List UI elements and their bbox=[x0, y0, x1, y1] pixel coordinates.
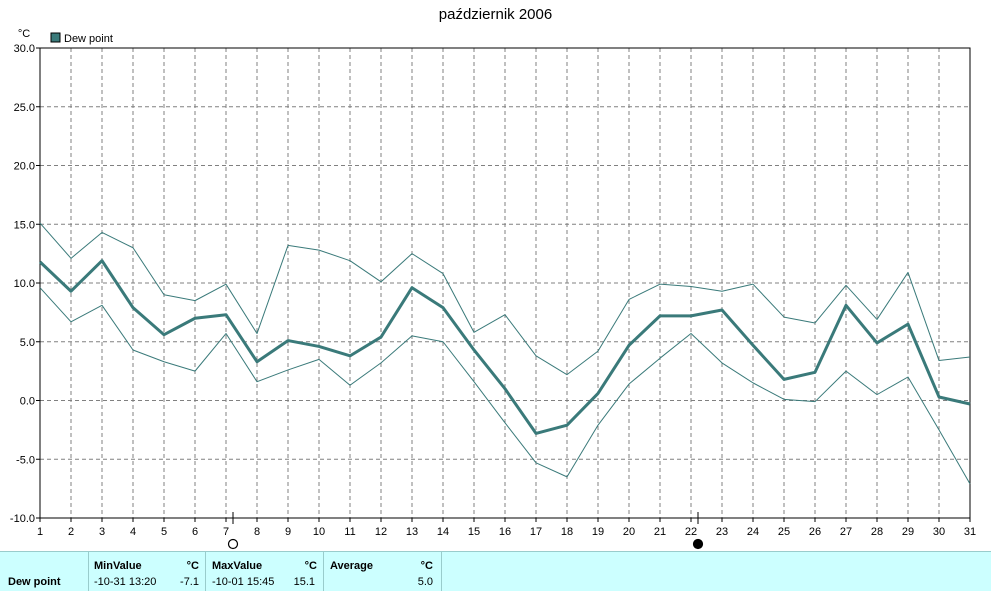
axes bbox=[36, 47, 971, 522]
x-tick-label: 8 bbox=[254, 526, 260, 538]
x-tick-label: 14 bbox=[437, 526, 449, 538]
x-tick-label: 21 bbox=[654, 526, 666, 538]
plot-frame bbox=[39, 47, 971, 519]
x-tick-label: 9 bbox=[285, 526, 291, 538]
series bbox=[38, 222, 971, 485]
stats-row-label: Dew point bbox=[8, 576, 61, 588]
x-tick-label: 6 bbox=[192, 526, 198, 538]
x-tick-label: 1 bbox=[37, 526, 43, 538]
x-tick-label: 4 bbox=[130, 526, 136, 538]
y-tick-label: 25.0 bbox=[14, 102, 35, 114]
x-tick-label: 13 bbox=[406, 526, 418, 538]
tick-labels: 30.025.020.015.010.05.00.0-5.0-10.01 2 3 4 5… bbox=[10, 28, 976, 538]
x-tick-label: 17 bbox=[530, 526, 542, 538]
x-tick-label: 26 bbox=[809, 526, 821, 538]
x-tick-label: 24 bbox=[747, 526, 759, 538]
x-tick-label: 27 bbox=[840, 526, 852, 538]
x-tick-label: 22 bbox=[685, 526, 697, 538]
x-tick-label: 18 bbox=[561, 526, 573, 538]
stats-avg-cell: Average °C 5.0 bbox=[324, 552, 442, 591]
x-tick-label: 19 bbox=[592, 526, 604, 538]
x-tick-label: 2 bbox=[68, 526, 74, 538]
y-tick-label: 20.0 bbox=[14, 161, 35, 173]
x-tick-label: 10 bbox=[313, 526, 325, 538]
x-tick-label: 5 bbox=[161, 526, 167, 538]
stats-max-header: MaxValue bbox=[212, 560, 263, 572]
stats-max-time: -10-01 15:45 bbox=[212, 576, 275, 588]
stats-min-header: MinValue bbox=[94, 560, 142, 572]
x-tick-label: 16 bbox=[499, 526, 511, 538]
y-tick-label: 10.0 bbox=[14, 278, 35, 290]
x-tick-label: 15 bbox=[468, 526, 480, 538]
moon-new-icon bbox=[692, 538, 704, 550]
stats-min-value: -7.1 bbox=[180, 576, 199, 588]
moon-markers bbox=[227, 512, 704, 550]
series-line-min bbox=[39, 287, 971, 485]
y-tick-label: 15.0 bbox=[14, 219, 35, 231]
stats-panel: Dew point MinValue °C -10-31 13:20 -7.1 … bbox=[0, 551, 991, 591]
stats-max-cell: MaxValue °C -10-01 15:45 15.1 bbox=[206, 552, 324, 591]
stats-min-unit: °C bbox=[186, 560, 199, 572]
stats-avg-header: Average bbox=[330, 560, 374, 572]
chart: 30.025.020.015.010.05.00.0-5.0-10.01 2 3 4 5… bbox=[10, 28, 976, 550]
stats-max-unit: °C bbox=[304, 560, 317, 572]
y-tick-label: 30.0 bbox=[14, 43, 35, 55]
legend-swatch bbox=[50, 32, 61, 43]
x-tick-label: 29 bbox=[902, 526, 914, 538]
x-tick-label: 20 bbox=[623, 526, 635, 538]
x-tick-label: 12 bbox=[375, 526, 387, 538]
stats-min-time: -10-31 13:20 bbox=[94, 576, 157, 588]
x-tick-label: 28 bbox=[871, 526, 883, 538]
y-tick-label: 0.0 bbox=[20, 396, 35, 408]
y-tick-label: -10.0 bbox=[10, 513, 35, 525]
y-tick-label: 5.0 bbox=[20, 337, 35, 349]
series-line-max bbox=[39, 222, 971, 376]
series-line-mean bbox=[38, 259, 971, 435]
grid bbox=[40, 48, 970, 518]
y-tick-label: -5.0 bbox=[16, 454, 35, 466]
legend: Dew point bbox=[50, 32, 113, 45]
x-tick-label: 31 bbox=[964, 526, 976, 538]
x-tick-label: 25 bbox=[778, 526, 790, 538]
x-tick-label: 30 bbox=[933, 526, 945, 538]
stats-avg-value: 5.0 bbox=[417, 576, 433, 588]
stats-min-cell: MinValue °C -10-31 13:20 -7.1 bbox=[89, 552, 206, 591]
chart-title: październik 2006 bbox=[438, 6, 553, 23]
moon-full-icon bbox=[227, 538, 239, 550]
legend-label: Dew point bbox=[64, 33, 113, 45]
x-tick-label: 11 bbox=[344, 526, 355, 538]
stats-avg-unit: °C bbox=[420, 560, 433, 572]
x-tick-label: 7 bbox=[223, 526, 229, 538]
stats-row-label-cell: Dew point bbox=[0, 552, 89, 591]
x-tick-label: 3 bbox=[99, 526, 105, 538]
x-tick-label: 23 bbox=[716, 526, 728, 538]
y-axis-unit: °C bbox=[18, 28, 30, 40]
stats-max-value: 15.1 bbox=[293, 576, 315, 588]
